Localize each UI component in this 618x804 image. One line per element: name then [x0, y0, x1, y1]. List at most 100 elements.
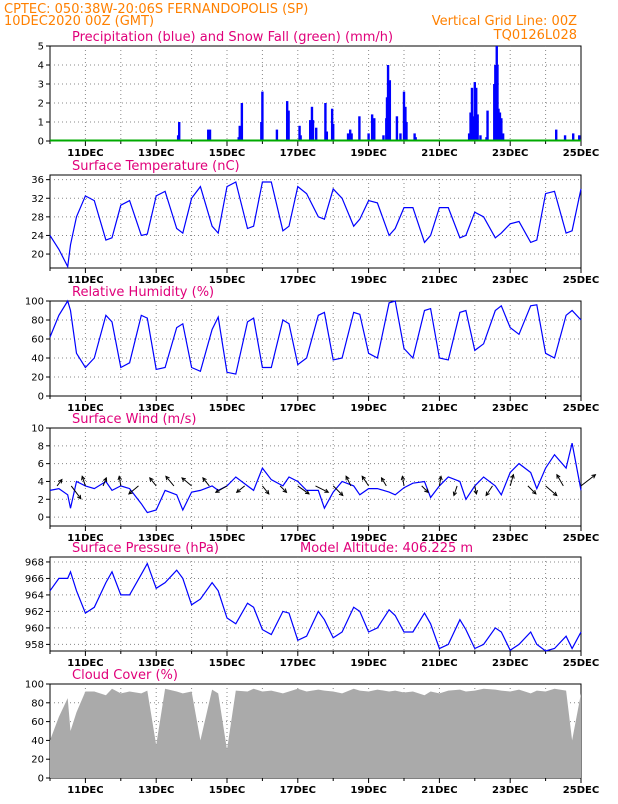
y-tick-label: 958 [25, 640, 44, 651]
x-tick-label: 25DEC [563, 533, 599, 544]
x-tick-label: 13DEC [138, 148, 174, 159]
plot-frame [49, 300, 582, 397]
x-tick-label: 13DEC [138, 403, 174, 414]
panel-title: Surface Temperature (nC) [72, 159, 240, 174]
x-tick-label: 11DEC [67, 403, 103, 414]
y-tick-label: 4 [38, 477, 44, 488]
wind-vector-head [473, 489, 478, 495]
precip-bar [555, 129, 558, 141]
x-tick-label: 21DEC [421, 785, 457, 796]
wind-vector-head [591, 474, 597, 479]
x-tick-label: 17DEC [280, 403, 316, 414]
temp-panel: 20 24 28 32 36 11DEC 13DEC 15DEC 17DEC 19DEC 21DEC… [31, 159, 599, 286]
precip-bar [470, 87, 474, 141]
wind-vector-head [102, 476, 108, 482]
panel-title: Surface Wind (m/s) [72, 412, 196, 427]
precip-bar [208, 129, 212, 141]
x-tick-label: 13DEC [138, 533, 174, 544]
precip-bar [395, 116, 399, 141]
wind-vector-arrow [181, 477, 192, 487]
wind-vector-head [117, 475, 122, 481]
x-tick-label: 15DEC [209, 533, 245, 544]
panel-title: Surface Pressure (hPa) [72, 541, 219, 556]
wind-vector-head [424, 488, 429, 494]
wind-vector-head [400, 475, 406, 481]
x-tick-label: 19DEC [350, 658, 386, 669]
y-tick-label: 968 [25, 557, 44, 568]
x-tick-label: 19DEC [350, 275, 386, 286]
precip-bar [572, 133, 575, 141]
wind-vector-head [510, 473, 515, 479]
x-tick-label: 19DEC [350, 403, 386, 414]
wind-vector-head [214, 488, 220, 493]
precip-bar [298, 125, 301, 141]
wind-vector-arrow [202, 477, 210, 487]
wind-vector-head [556, 473, 561, 479]
precip-bar [402, 91, 406, 141]
y-tick-label: 28 [31, 212, 44, 223]
series-line [49, 562, 582, 652]
wind-vector-arrow [580, 474, 596, 487]
wind-vector-head [345, 475, 350, 481]
y-tick-label: 10 [31, 424, 44, 435]
x-tick-label: 11DEC [67, 658, 103, 669]
panel-title: Relative Humidity (%) [72, 285, 214, 300]
wind-vector-arrow [401, 476, 405, 486]
x-tick-label: 13DEC [138, 785, 174, 796]
x-tick-label: 19DEC [350, 785, 386, 796]
x-tick-label: 11DEC [67, 148, 103, 159]
wind-vector-arrow [118, 476, 122, 486]
y-tick-label: 80 [31, 316, 44, 327]
x-tick-label: 23DEC [492, 658, 528, 669]
y-tick-label: 20 [31, 250, 44, 261]
wind-vector-head [165, 475, 170, 481]
y-tick-label: 4 [38, 61, 44, 72]
y-tick-label: 5 [38, 42, 44, 53]
x-tick-label: 15DEC [209, 785, 245, 796]
precip-bar [311, 120, 315, 141]
x-tick-label: 17DEC [280, 785, 316, 796]
y-tick-label: 36 [31, 175, 44, 186]
wind-vector-arrow [509, 474, 514, 487]
wind-vector-arrow [453, 485, 458, 496]
precip-bar [500, 118, 503, 141]
precip-bar [348, 129, 352, 141]
wind-vector-arrow [485, 485, 493, 496]
precip-bar [207, 129, 210, 141]
panel-subtitle: Model Altitude: 406.225 m [300, 541, 473, 556]
y-tick-label: 964 [25, 590, 44, 601]
precip-bar [346, 133, 350, 141]
wind-vector-arrow [262, 485, 270, 495]
x-tick-label: 19DEC [350, 148, 386, 159]
precip-bar [332, 123, 335, 141]
wind-vector-arrow [149, 477, 157, 487]
plot-frame [49, 556, 582, 652]
y-tick-label: 0 [38, 392, 44, 403]
x-tick-label: 19DEC [350, 533, 386, 544]
rh-panel: 0 20 40 60 80 100 11DEC 13DEC 15DEC 17DEC 19DEC 21D… [25, 285, 599, 414]
x-tick-label: 21DEC [421, 658, 457, 669]
panel-title: Cloud Cover (%) [72, 668, 178, 683]
wind-vector-arrow [438, 476, 442, 486]
x-tick-label: 21DEC [421, 403, 457, 414]
x-tick-label: 25DEC [563, 403, 599, 414]
wind-vector-head [438, 475, 443, 481]
wind-vector-head [485, 491, 490, 497]
x-tick-label: 13DEC [138, 658, 174, 669]
x-tick-label: 11DEC [67, 533, 103, 544]
precip-bar [578, 135, 581, 141]
series-line [49, 299, 582, 375]
wind-vector-arrow [361, 476, 370, 487]
y-tick-label: 2 [38, 99, 44, 110]
precip-bar [386, 65, 390, 141]
wind-vector-arrow [56, 479, 63, 487]
precip-bar [414, 137, 417, 141]
x-tick-label: 21DEC [421, 533, 457, 544]
header-grid-note: Vertical Grid Line: 00Z [432, 14, 577, 29]
y-tick-label: 20 [31, 755, 44, 766]
wind-vector-arrow [556, 474, 564, 487]
plot-frame [49, 427, 582, 527]
x-tick-label: 11DEC [67, 785, 103, 796]
wind-vector-head [452, 491, 458, 497]
